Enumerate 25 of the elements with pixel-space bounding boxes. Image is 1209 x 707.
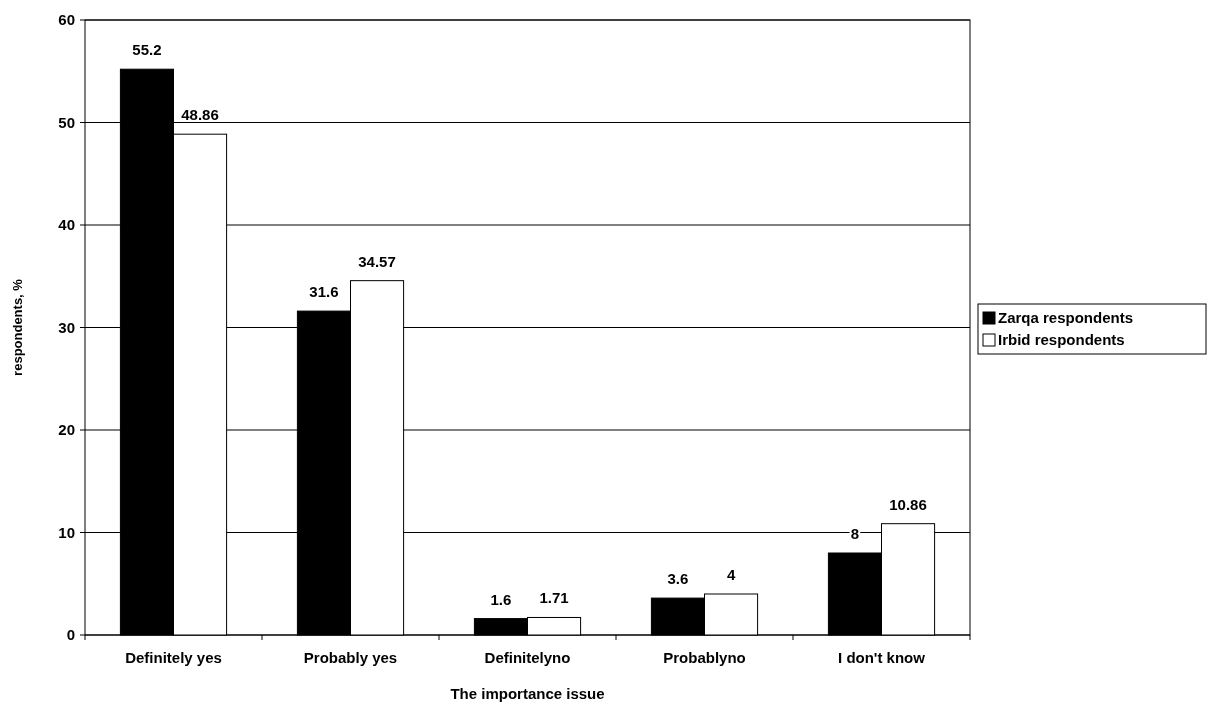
y-tick-label: 0: [66, 626, 75, 644]
y-tick-label: 30: [58, 318, 75, 336]
y-tick-label: 20: [58, 421, 75, 439]
x-tick-label: Definitely yes: [125, 649, 222, 666]
legend-label: Zarqa respondents: [998, 309, 1134, 327]
data-label: 1.6: [490, 590, 512, 608]
data-label: 4: [726, 566, 736, 583]
legend-label: Irbid respondents: [998, 331, 1125, 349]
y-tick-label: 50: [58, 113, 75, 131]
x-tick-label: Probably yes: [303, 649, 398, 666]
x-axis-title: The importance issue: [450, 685, 605, 702]
data-label: 10.86: [889, 495, 927, 513]
x-tick-label: Definitelyno: [484, 649, 571, 666]
x-tick-label: Probablyno: [663, 649, 746, 666]
y-tick-label: 60: [58, 11, 75, 29]
y-tick-label: 40: [58, 216, 75, 234]
data-label: 55.2: [132, 41, 162, 59]
y-axis-title: respondents, %: [10, 278, 25, 376]
data-label: 48.86: [181, 106, 219, 124]
data-label: 3.6: [667, 570, 689, 588]
data-label: 31.6: [309, 283, 339, 301]
data-label: 1.71: [539, 589, 569, 607]
x-tick-label: I don't know: [838, 649, 926, 666]
y-tick-label: 10: [58, 523, 75, 541]
data-label: 34.57: [358, 252, 396, 270]
